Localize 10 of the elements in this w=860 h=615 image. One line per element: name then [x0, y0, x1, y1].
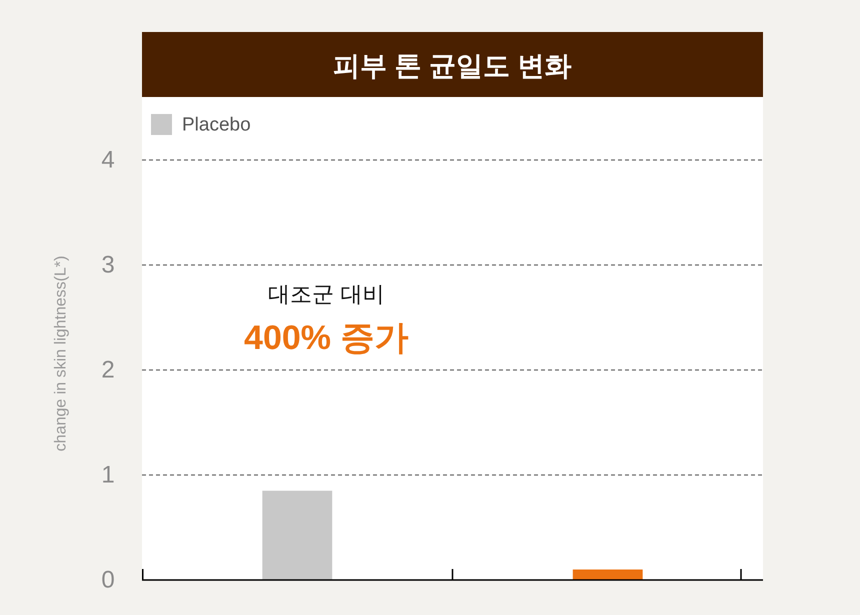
legend-label: Placebo [182, 114, 251, 136]
y-tick-label: 2 [101, 356, 115, 384]
y-tick-label: 4 [101, 146, 115, 174]
y-tick-label: 1 [101, 462, 115, 488]
chart-title: 피부 톤 균일도 변화 [333, 51, 572, 81]
y-tick-label: 3 [101, 252, 115, 278]
annotation: 대조군 대비 [268, 282, 384, 306]
y-axis-title: change in skin lightness(L*) [52, 256, 70, 452]
y-tick-label: 0 [101, 566, 115, 594]
annotation: 400% 증가 [244, 319, 408, 357]
